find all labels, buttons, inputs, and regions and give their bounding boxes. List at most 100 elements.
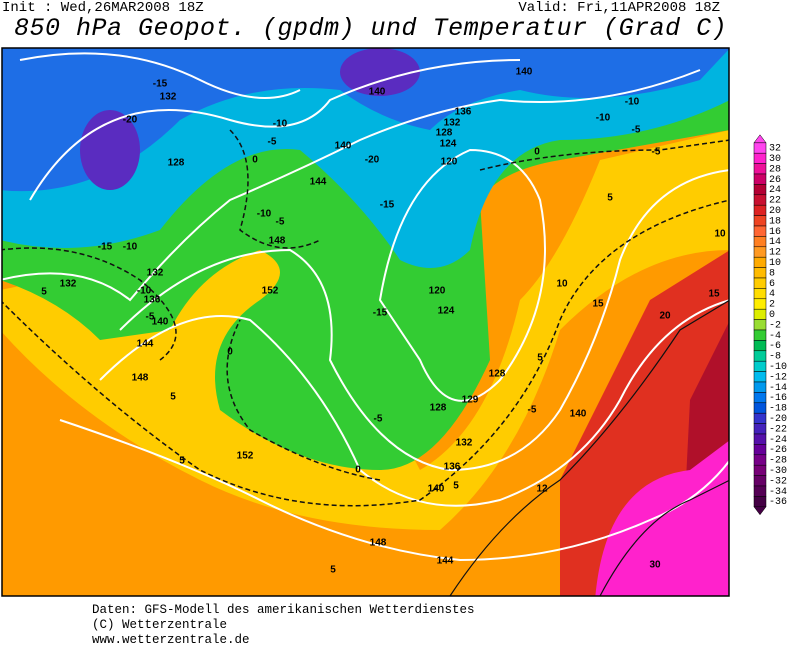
footer: Daten: GFS-Modell des amerikanischen Wet… — [92, 603, 475, 648]
footer-line: www.wetterzentrale.de — [92, 633, 250, 647]
contour-label: 15 — [592, 299, 604, 310]
colorbar-label: 14 — [769, 237, 781, 248]
colorbar-label: 2 — [769, 300, 775, 311]
colorbar-swatch — [753, 246, 767, 258]
contour-label: -10 — [123, 242, 138, 253]
colorbar-swatch — [753, 215, 767, 227]
colorbar-label: 18 — [769, 216, 781, 227]
colorbar-label: -32 — [769, 476, 787, 487]
colorbar-cap — [753, 506, 767, 516]
colorbar-label: 4 — [769, 289, 775, 300]
contour-label: 152 — [237, 451, 254, 462]
colorbar-swatch — [753, 163, 767, 175]
map-frame — [1, 47, 730, 597]
colorbar-swatch — [753, 152, 767, 164]
contour-label: 5 — [179, 456, 185, 467]
contour-label: 152 — [262, 286, 279, 297]
colorbar-label: -34 — [769, 487, 787, 498]
colorbar-label: -24 — [769, 435, 787, 446]
contour-label: 144 — [437, 556, 454, 567]
contour-label: 12 — [536, 484, 548, 495]
contour-label: 30 — [649, 560, 661, 571]
contour-label: -15 — [153, 79, 168, 90]
contour-label: -5 — [374, 414, 383, 425]
colorbar-swatch — [753, 194, 767, 206]
colorbar: 32302826242220181614121086420-2-4-6-8-10… — [753, 134, 787, 516]
contour-label: 128 — [168, 158, 185, 169]
contour-label: -20 — [123, 115, 138, 126]
colorbar-label: 24 — [769, 185, 781, 196]
colorbar-swatch — [753, 142, 767, 154]
valid-time: Valid: Fri,11APR2008 18Z — [518, 0, 720, 16]
contour-label: 128 — [436, 128, 453, 139]
colorbar-swatch — [753, 350, 767, 362]
colorbar-label: -16 — [769, 393, 787, 404]
contour-label: 132 — [147, 268, 164, 279]
footer-line: Daten: GFS-Modell des amerikanischen Wet… — [92, 603, 475, 617]
colorbar-label: -6 — [769, 341, 781, 352]
contour-label: 140 — [152, 317, 169, 328]
colorbar-swatch — [753, 298, 767, 310]
colorbar-label: 26 — [769, 175, 781, 186]
contour-label: -10 — [596, 113, 611, 124]
colorbar-label: -12 — [769, 372, 787, 383]
colorbar-label: 16 — [769, 227, 781, 238]
contour-label: 5 — [453, 481, 459, 492]
colorbar-swatch — [753, 392, 767, 404]
contour-label: 148 — [370, 538, 387, 549]
colorbar-swatch — [753, 184, 767, 196]
colorbar-label: -14 — [769, 383, 787, 394]
contour-label: 128 — [489, 369, 506, 380]
contour-label: 132 — [456, 438, 473, 449]
colorbar-swatch — [753, 225, 767, 237]
colorbar-swatch — [753, 277, 767, 289]
contour-label: 132 — [60, 279, 77, 290]
contour-label: 5 — [330, 565, 336, 576]
colorbar-swatch — [753, 256, 767, 268]
contour-labels: -15132-20140140-10-10-5136132128124-10-5… — [41, 67, 726, 576]
contour-label: 5 — [607, 193, 613, 204]
colorbar-label: -36 — [769, 497, 787, 508]
contour-label: 136 — [444, 462, 461, 473]
colorbar-swatch — [753, 381, 767, 393]
contour-label: 5 — [537, 353, 543, 364]
colorbar-swatch — [753, 267, 767, 279]
contour-label: 144 — [137, 339, 154, 350]
temperature-contours — [2, 129, 729, 507]
contour-label: -10 — [625, 97, 640, 108]
map-canvas: -15132-20140140-10-10-5136132128124-10-5… — [1, 47, 787, 597]
colorbar-label: -4 — [769, 331, 781, 342]
contour-label: 144 — [310, 177, 327, 188]
colorbar-label: 30 — [769, 154, 781, 165]
temperature-field — [2, 48, 729, 596]
colorbar-label: 0 — [769, 310, 775, 321]
colorbar-swatch — [753, 444, 767, 456]
contour-label: 120 — [429, 286, 446, 297]
contour-label: 120 — [441, 157, 458, 168]
colorbar-label: -22 — [769, 424, 787, 435]
contour-label: 0 — [355, 465, 361, 476]
colorbar-label: -10 — [769, 362, 787, 373]
field-purple — [340, 48, 420, 96]
colorbar-label: -18 — [769, 404, 787, 415]
colorbar-swatch — [753, 288, 767, 300]
colorbar-label: 8 — [769, 268, 775, 279]
contour-label: 136 — [144, 295, 161, 306]
contour-label: 5 — [41, 287, 47, 298]
contour-label: -10 — [257, 209, 272, 220]
contour-label: 148 — [269, 236, 286, 247]
geopotential-contours — [2, 52, 729, 562]
contour-label: 20 — [659, 311, 671, 322]
contour-label: -5 — [528, 405, 537, 416]
field-magenta — [595, 440, 729, 596]
colorbar-swatch — [753, 454, 767, 466]
contour-label: -5 — [268, 137, 277, 148]
colorbar-swatch — [753, 236, 767, 248]
contour-label: 128 — [430, 403, 447, 414]
footer-line: (C) Wetterzentrale — [92, 618, 228, 632]
colorbar-label: 10 — [769, 258, 781, 269]
contour-label: -5 — [632, 125, 641, 136]
colorbar-cap — [753, 134, 767, 144]
colorbar-swatch — [753, 204, 767, 216]
